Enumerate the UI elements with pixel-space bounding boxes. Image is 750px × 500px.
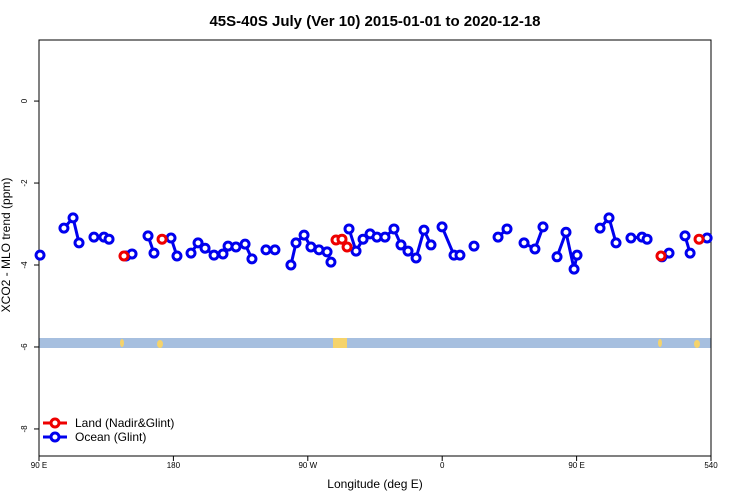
point <box>410 252 422 264</box>
land-mask-strip <box>39 338 711 348</box>
point <box>185 247 197 259</box>
y-tick-label: -6 <box>20 343 29 351</box>
point <box>58 222 70 234</box>
point <box>518 237 530 249</box>
point <box>379 231 391 243</box>
x-tick-label: 90 E <box>568 461 584 470</box>
point <box>321 246 333 258</box>
point <box>679 230 691 242</box>
point <box>350 245 362 257</box>
point <box>551 251 563 263</box>
point <box>285 259 297 271</box>
point <box>343 223 355 235</box>
point <box>208 249 220 261</box>
point <box>148 247 160 259</box>
point <box>395 239 407 251</box>
point <box>199 242 211 254</box>
point <box>610 237 622 249</box>
x-axis-label: Longitude (deg E) <box>327 477 422 491</box>
point <box>67 212 79 224</box>
x-tick-label: 180 <box>167 461 181 470</box>
point <box>436 221 448 233</box>
point <box>468 240 480 252</box>
point <box>684 247 696 259</box>
point <box>402 245 414 257</box>
point <box>260 244 272 256</box>
y-tick-label: 0 <box>20 98 29 103</box>
point <box>142 230 154 242</box>
point <box>537 221 549 233</box>
x-tick-label: 0 <box>440 461 445 470</box>
point <box>693 233 705 245</box>
point <box>388 223 400 235</box>
point <box>290 237 302 249</box>
point <box>239 238 251 250</box>
point <box>418 224 430 236</box>
point <box>568 263 580 275</box>
point <box>269 244 281 256</box>
point <box>625 232 637 244</box>
legend-marker <box>49 417 61 429</box>
point <box>34 249 46 261</box>
land-patch <box>157 340 163 348</box>
point <box>571 249 583 261</box>
x-tick-label: 540 <box>704 461 718 470</box>
y-tick-label: -2 <box>20 179 29 187</box>
legend-label: Ocean (Glint) <box>75 430 146 444</box>
point <box>529 243 541 255</box>
plot-frame <box>38 39 712 457</box>
point <box>73 237 85 249</box>
point <box>88 231 100 243</box>
point <box>171 250 183 262</box>
point <box>560 226 572 238</box>
point <box>357 233 369 245</box>
point <box>165 232 177 244</box>
point <box>594 222 606 234</box>
land-patch <box>694 340 700 348</box>
legend-marker <box>49 431 61 443</box>
y-tick-label: -4 <box>20 261 29 269</box>
point <box>501 223 513 235</box>
point <box>192 237 204 249</box>
land-patch <box>658 339 662 347</box>
ocean-strip <box>39 338 711 348</box>
point <box>425 239 437 251</box>
point <box>641 233 653 245</box>
x-tick-label: 90 E <box>31 461 47 470</box>
x-tick-label: 90 W <box>298 461 317 470</box>
chart-title: 45S-40S July (Ver 10) 2015-01-01 to 2020… <box>209 13 540 30</box>
point <box>603 212 615 224</box>
land-patch <box>333 338 347 348</box>
point <box>655 250 667 262</box>
y-axis-label: XCO2 - MLO trend (ppm) <box>0 178 13 313</box>
point <box>298 229 310 241</box>
point <box>118 250 130 262</box>
land-patch <box>120 339 124 347</box>
point <box>325 256 337 268</box>
point <box>103 233 115 245</box>
y-tick-label: -8 <box>20 425 29 433</box>
point <box>246 253 258 265</box>
point <box>341 241 353 253</box>
point <box>336 233 348 245</box>
point <box>492 231 504 243</box>
point <box>156 233 168 245</box>
point <box>217 248 229 260</box>
point <box>454 249 466 261</box>
point <box>230 241 242 253</box>
legend-label: Land (Nadir&Glint) <box>75 416 174 430</box>
